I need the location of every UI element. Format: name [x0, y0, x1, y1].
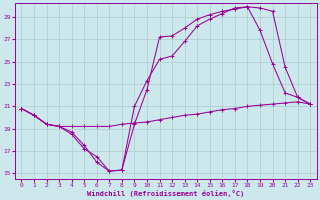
X-axis label: Windchill (Refroidissement éolien,°C): Windchill (Refroidissement éolien,°C) [87, 190, 244, 197]
